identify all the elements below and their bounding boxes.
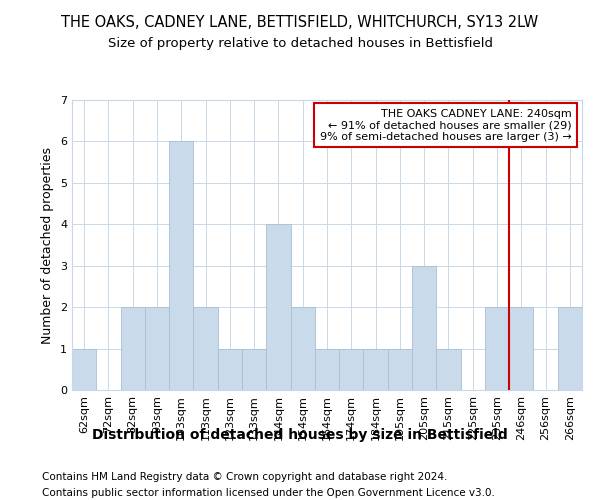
Bar [558, 307, 582, 390]
Text: Contains HM Land Registry data © Crown copyright and database right 2024.: Contains HM Land Registry data © Crown c… [42, 472, 448, 482]
Bar [169, 142, 193, 390]
Bar [364, 348, 388, 390]
Bar [266, 224, 290, 390]
Bar [290, 307, 315, 390]
Bar [72, 348, 96, 390]
Bar [121, 307, 145, 390]
Y-axis label: Number of detached properties: Number of detached properties [41, 146, 55, 344]
Bar [412, 266, 436, 390]
Text: Contains public sector information licensed under the Open Government Licence v3: Contains public sector information licen… [42, 488, 495, 498]
Bar [339, 348, 364, 390]
Bar [388, 348, 412, 390]
Bar [218, 348, 242, 390]
Bar [145, 307, 169, 390]
Text: THE OAKS, CADNEY LANE, BETTISFIELD, WHITCHURCH, SY13 2LW: THE OAKS, CADNEY LANE, BETTISFIELD, WHIT… [61, 15, 539, 30]
Bar [509, 307, 533, 390]
Bar [315, 348, 339, 390]
Bar [193, 307, 218, 390]
Bar [436, 348, 461, 390]
Bar [242, 348, 266, 390]
Text: Size of property relative to detached houses in Bettisfield: Size of property relative to detached ho… [107, 38, 493, 51]
Text: Distribution of detached houses by size in Bettisfield: Distribution of detached houses by size … [92, 428, 508, 442]
Bar [485, 307, 509, 390]
Text: THE OAKS CADNEY LANE: 240sqm
← 91% of detached houses are smaller (29)
9% of sem: THE OAKS CADNEY LANE: 240sqm ← 91% of de… [320, 108, 572, 142]
